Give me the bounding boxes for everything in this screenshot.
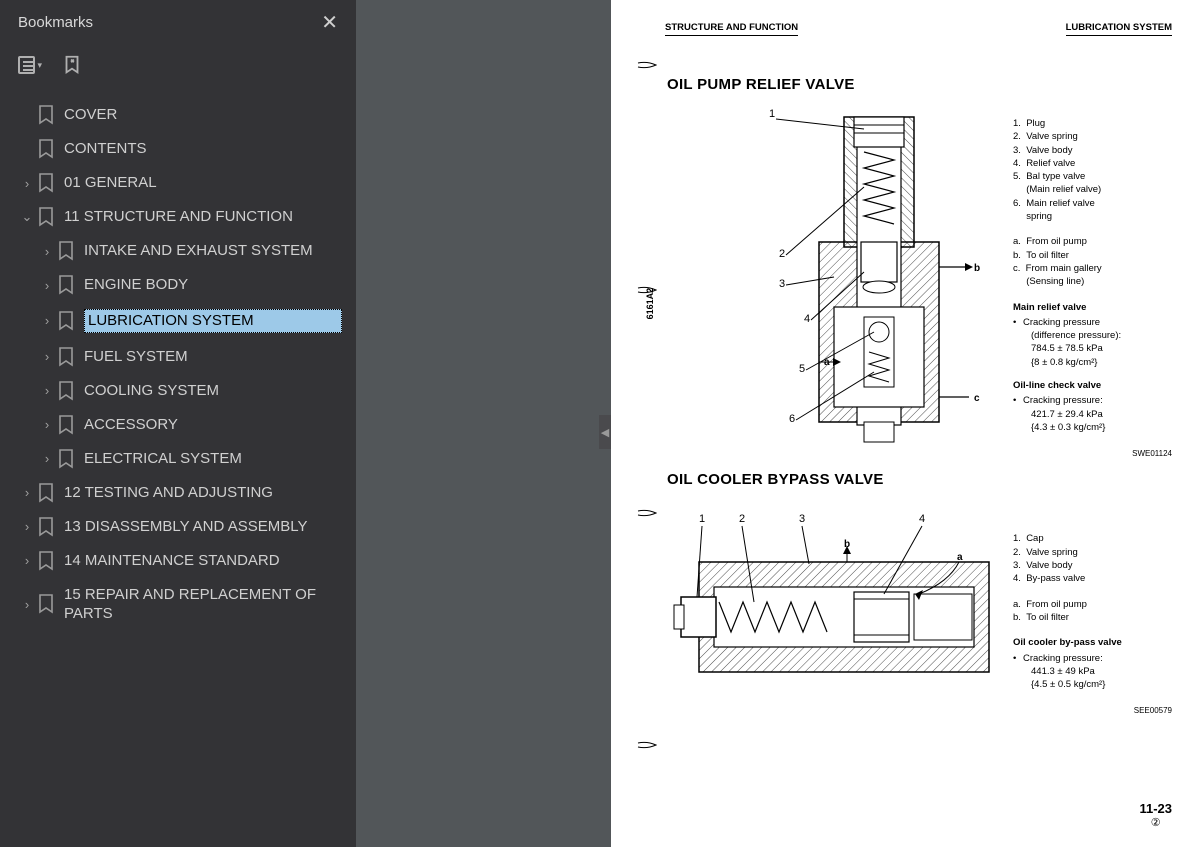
- bookmark-item[interactable]: › ELECTRICAL SYSTEM: [14, 442, 346, 476]
- svg-text:4: 4: [919, 513, 925, 525]
- chevron-right-icon[interactable]: ›: [18, 176, 36, 191]
- svg-text:4: 4: [804, 313, 810, 325]
- bookmark-label: 13 DISASSEMBLY AND ASSEMBLY: [64, 517, 342, 537]
- chevron-right-icon[interactable]: ›: [18, 553, 36, 568]
- bookmarks-toolbar: ▾: [0, 44, 356, 92]
- svg-text:c: c: [974, 393, 980, 404]
- chevron-right-icon[interactable]: ›: [38, 244, 56, 259]
- page-number: 11-23 ②: [1139, 801, 1172, 829]
- bookmark-label: COVER: [64, 105, 342, 125]
- section2-title: OIL COOLER BYPASS VALVE: [611, 459, 1200, 502]
- bookmark-item[interactable]: COVER: [14, 98, 346, 132]
- fig-side-code: 6161A2: [645, 107, 669, 459]
- bookmark-label: ENGINE BODY: [84, 275, 342, 295]
- section1-title: OIL PUMP RELIEF VALVE: [611, 40, 1200, 107]
- list-view-icon[interactable]: ▾: [18, 54, 42, 76]
- bookmark-icon: [58, 347, 76, 367]
- bookmarks-list: COVER CONTENTS › 01 GENERAL ⌄ 11 STRUCTURE AN…: [0, 92, 356, 847]
- bookmark-icon: [58, 311, 76, 331]
- bookmark-label: LUBRICATION SYSTEM: [84, 309, 342, 333]
- bookmark-icon: [38, 105, 56, 125]
- collapse-handle-icon[interactable]: ◀: [599, 415, 611, 449]
- chevron-down-icon[interactable]: ⌄: [18, 209, 36, 225]
- bookmark-item[interactable]: › ENGINE BODY: [14, 268, 346, 302]
- chevron-right-icon[interactable]: ›: [18, 485, 36, 500]
- bookmark-label: 11 STRUCTURE AND FUNCTION: [64, 207, 342, 227]
- bookmark-item[interactable]: › COOLING SYSTEM: [14, 374, 346, 408]
- bookmarks-panel: Bookmarks ✕ ▾ COVER CONTENTS › 01 GENERAL ⌄ 1…: [0, 0, 356, 847]
- chevron-right-icon[interactable]: ›: [38, 451, 56, 466]
- bookmark-item[interactable]: ⌄ 11 STRUCTURE AND FUNCTION: [14, 200, 346, 234]
- pdf-page: STRUCTURE AND FUNCTION LUBRICATION SYSTE…: [611, 0, 1200, 847]
- chevron-right-icon[interactable]: ›: [38, 383, 56, 398]
- bookmark-label: 12 TESTING AND ADJUSTING: [64, 483, 342, 503]
- bookmark-label: 01 GENERAL: [64, 173, 342, 193]
- bookmark-item[interactable]: › FUEL SYSTEM: [14, 340, 346, 374]
- section2-figure-row: b a 1 2 3 4 1. Cap2. Valve spring3. Valv…: [611, 502, 1200, 716]
- chevron-right-icon[interactable]: ›: [38, 417, 56, 432]
- svg-text:2: 2: [779, 248, 785, 260]
- bookmark-label: FUEL SYSTEM: [84, 347, 342, 367]
- bookmark-icon: [58, 449, 76, 469]
- bookmark-label: COOLING SYSTEM: [84, 381, 342, 401]
- bookmark-icon: [38, 207, 56, 227]
- chevron-right-icon[interactable]: ›: [38, 349, 56, 364]
- bookmark-icon: [38, 139, 56, 159]
- svg-text:2: 2: [739, 513, 745, 525]
- bookmark-label: INTAKE AND EXHAUST SYSTEM: [84, 241, 342, 261]
- bookmark-icon: [58, 381, 76, 401]
- bookmarks-header: Bookmarks ✕: [0, 0, 356, 44]
- bookmark-item[interactable]: › 01 GENERAL: [14, 166, 346, 200]
- section1-legend: 1. Plug2. Valve spring3. Valve body4. Re…: [999, 107, 1176, 459]
- bookmark-ribbon-icon[interactable]: [60, 54, 84, 76]
- svg-text:3: 3: [799, 513, 805, 525]
- header-right: LUBRICATION SYSTEM: [1066, 22, 1172, 36]
- svg-text:6: 6: [789, 413, 795, 425]
- relief-valve-diagram: b c a 1 2 3 4 5 6: [669, 107, 999, 457]
- bookmark-icon: [58, 415, 76, 435]
- chevron-right-icon[interactable]: ›: [38, 278, 56, 293]
- bookmark-label: 15 REPAIR AND REPLACEMENT OF PARTS: [64, 585, 342, 624]
- section2-legend: 1. Cap2. Valve spring3. Valve body4. By-…: [999, 502, 1176, 716]
- bookmark-icon: [58, 241, 76, 261]
- bookmark-item[interactable]: › 15 REPAIR AND REPLACEMENT OF PARTS: [14, 578, 346, 631]
- page-running-header: STRUCTURE AND FUNCTION LUBRICATION SYSTE…: [611, 0, 1200, 40]
- bookmark-icon: [38, 483, 56, 503]
- bookmark-icon: [58, 275, 76, 295]
- svg-text:a: a: [957, 552, 963, 563]
- bookmark-item[interactable]: CONTENTS: [14, 132, 346, 166]
- document-viewport[interactable]: STRUCTURE AND FUNCTION LUBRICATION SYSTE…: [611, 0, 1200, 847]
- bookmark-icon: [38, 517, 56, 537]
- chevron-right-icon[interactable]: ›: [38, 313, 56, 328]
- header-left: STRUCTURE AND FUNCTION: [665, 22, 798, 36]
- svg-text:b: b: [974, 263, 980, 274]
- bookmark-label: ACCESSORY: [84, 415, 342, 435]
- chevron-right-icon[interactable]: ›: [18, 597, 36, 612]
- bookmark-item[interactable]: › 12 TESTING AND ADJUSTING: [14, 476, 346, 510]
- chevron-right-icon[interactable]: ›: [18, 519, 36, 534]
- bypass-valve-diagram: b a 1 2 3 4: [669, 502, 999, 702]
- bookmark-icon: [38, 551, 56, 571]
- bookmark-item[interactable]: › LUBRICATION SYSTEM: [14, 302, 346, 340]
- bookmark-label: CONTENTS: [64, 139, 342, 159]
- viewer-gutter: ◀: [356, 0, 611, 847]
- bookmark-item[interactable]: › 13 DISASSEMBLY AND ASSEMBLY: [14, 510, 346, 544]
- bookmark-icon: [38, 594, 56, 614]
- bookmark-item[interactable]: › INTAKE AND EXHAUST SYSTEM: [14, 234, 346, 268]
- close-icon[interactable]: ✕: [321, 10, 338, 35]
- svg-text:1: 1: [769, 108, 775, 120]
- section1-figure-row: 6161A2: [611, 107, 1200, 459]
- bookmark-label: 14 MAINTENANCE STANDARD: [64, 551, 342, 571]
- svg-text:3: 3: [779, 278, 785, 290]
- bookmarks-title: Bookmarks: [18, 14, 93, 31]
- svg-text:5: 5: [799, 363, 805, 375]
- svg-text:1: 1: [699, 513, 705, 525]
- bookmark-item[interactable]: › ACCESSORY: [14, 408, 346, 442]
- bookmark-icon: [38, 173, 56, 193]
- bookmark-label: ELECTRICAL SYSTEM: [84, 449, 342, 469]
- bookmark-item[interactable]: › 14 MAINTENANCE STANDARD: [14, 544, 346, 578]
